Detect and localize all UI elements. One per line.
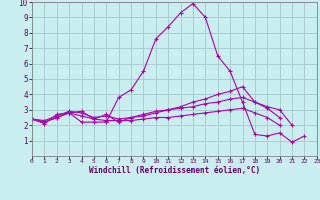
X-axis label: Windchill (Refroidissement éolien,°C): Windchill (Refroidissement éolien,°C) [89, 166, 260, 175]
